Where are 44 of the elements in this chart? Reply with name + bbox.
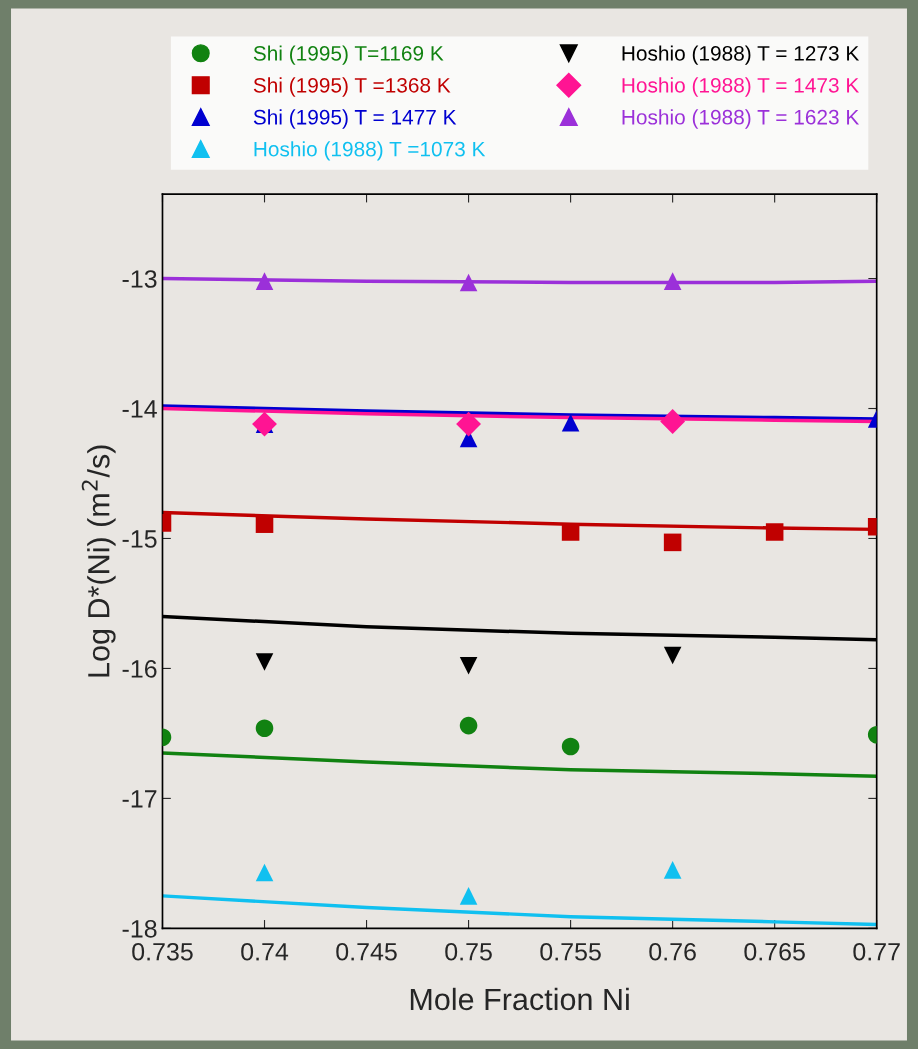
- x-tick-label: 0.75: [445, 942, 492, 961]
- x-tick-label: 0.745: [336, 942, 397, 961]
- legend-label: Hoshio (1988) T = 1623 K: [622, 109, 860, 129]
- point: [456, 411, 481, 437]
- point: [663, 533, 682, 552]
- y-tick-label: -18: [122, 919, 157, 938]
- legend-label: Shi (1995) T=1169 K: [253, 45, 444, 65]
- x-tick-label: 0.77: [853, 942, 900, 961]
- point: [252, 411, 277, 437]
- point: [561, 414, 580, 432]
- x-tick-label: 0.74: [241, 942, 289, 961]
- point: [765, 523, 784, 541]
- legend-label: Shi (1995) T = 1477 K: [253, 109, 457, 129]
- point: [255, 719, 274, 737]
- legend-label: Hoshio (1988) T = 1273 K: [622, 45, 860, 65]
- point: [459, 657, 478, 675]
- line-series: [162, 751, 877, 779]
- point: [663, 861, 682, 879]
- point: [561, 737, 580, 756]
- legend-label: Hoshio (1988) T =1073 K: [254, 141, 486, 161]
- point: [459, 716, 478, 735]
- point: [663, 272, 682, 290]
- point: [255, 272, 274, 290]
- point: [255, 653, 274, 671]
- legend-label: Shi (1995) T =1368 K: [253, 77, 451, 97]
- point: [663, 646, 682, 665]
- point: [255, 515, 274, 533]
- y-tick-label: -14: [122, 400, 157, 418]
- legend-label: Hoshio (1988) T = 1473 K: [622, 77, 860, 97]
- x-axis-title: Mole Fraction Ni: [410, 987, 629, 1011]
- point: [561, 523, 580, 541]
- x-tick-label: 0.76: [649, 942, 696, 961]
- point: [459, 887, 478, 905]
- y-tick-label: -16: [122, 660, 157, 678]
- point: [255, 863, 274, 882]
- y-tick-label: -15: [122, 530, 157, 548]
- y-axis-title: Log D*(Ni) (m$^{2}$/s): [81, 445, 116, 677]
- point: [660, 409, 686, 434]
- y-tick-label: -13: [122, 270, 157, 288]
- x-tick-label: 0.765: [744, 942, 805, 961]
- point: [459, 273, 478, 292]
- x-tick-label: 0.735: [132, 942, 193, 961]
- x-tick-label: 0.755: [540, 942, 601, 961]
- y-tick-label: -17: [122, 790, 157, 808]
